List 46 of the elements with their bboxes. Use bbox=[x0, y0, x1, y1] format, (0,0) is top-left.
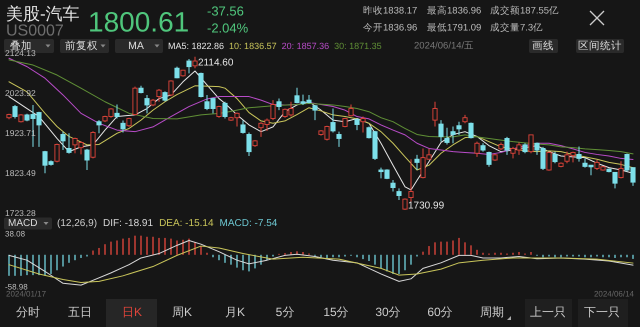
text: 30: 1871.35 bbox=[334, 41, 382, 51]
text: MACD: -7.54 bbox=[220, 218, 278, 229]
chart-title: MACD bbox=[8, 218, 38, 229]
text: 30分 bbox=[375, 305, 401, 319]
text: 15分 bbox=[323, 305, 349, 319]
y-tick-label: -58.98 bbox=[5, 282, 28, 292]
text: 1800.61 bbox=[88, 6, 190, 38]
text: 分时 bbox=[16, 305, 40, 319]
text: 5分 bbox=[276, 305, 294, 319]
chart-title: 美股-汽车 bbox=[6, 4, 80, 24]
annotation: 1730.99 bbox=[408, 200, 445, 212]
series-label: DEA: -15.14 bbox=[159, 218, 214, 229]
text: 月K bbox=[224, 305, 246, 319]
text: 20: 1857.36 bbox=[282, 41, 330, 51]
text: 今开1836.96 bbox=[363, 22, 418, 34]
y-tick-label: 1723.28 bbox=[5, 208, 36, 218]
text: 10: 1836.57 bbox=[229, 41, 277, 51]
text: 下一只 bbox=[584, 305, 620, 319]
text: MA bbox=[128, 40, 144, 52]
text: 周K bbox=[172, 305, 192, 319]
text: 最低1791.09 bbox=[427, 22, 482, 34]
line-series bbox=[8, 246, 634, 284]
text: 五日 bbox=[68, 305, 92, 319]
text: 2024/06/14/五 bbox=[414, 40, 474, 52]
text: 2024/01/17 bbox=[6, 290, 47, 298]
text: MA5: 1822.86 bbox=[168, 41, 224, 51]
text: -2.04% bbox=[207, 20, 249, 36]
text: 昨收1838.17 bbox=[363, 4, 418, 16]
annotation: 2114.60 bbox=[198, 58, 234, 68]
text: 周期 bbox=[480, 305, 504, 319]
chart-subtitle: (12,26,9) bbox=[57, 218, 98, 229]
text: 前复权 bbox=[65, 40, 98, 52]
text: 画线 bbox=[532, 39, 554, 52]
text: DIF: -18.91 bbox=[103, 218, 154, 229]
text: 最高1836.96 bbox=[427, 4, 482, 16]
text: 上一只 bbox=[530, 305, 566, 319]
y-tick-label: 38.08 bbox=[5, 230, 26, 238]
text: 日K bbox=[122, 305, 142, 319]
y-tick-label: 1823.49 bbox=[5, 168, 36, 178]
text: -37.56 bbox=[207, 4, 244, 18]
text: 成交额187.55亿 bbox=[490, 4, 560, 16]
text: 区间统计 bbox=[578, 39, 622, 52]
text: 成交量7.3亿 bbox=[490, 22, 544, 34]
chart-subtitle: US0007 bbox=[6, 22, 64, 40]
text: 60分 bbox=[427, 305, 453, 319]
text: 2024/06/14 bbox=[594, 290, 635, 298]
